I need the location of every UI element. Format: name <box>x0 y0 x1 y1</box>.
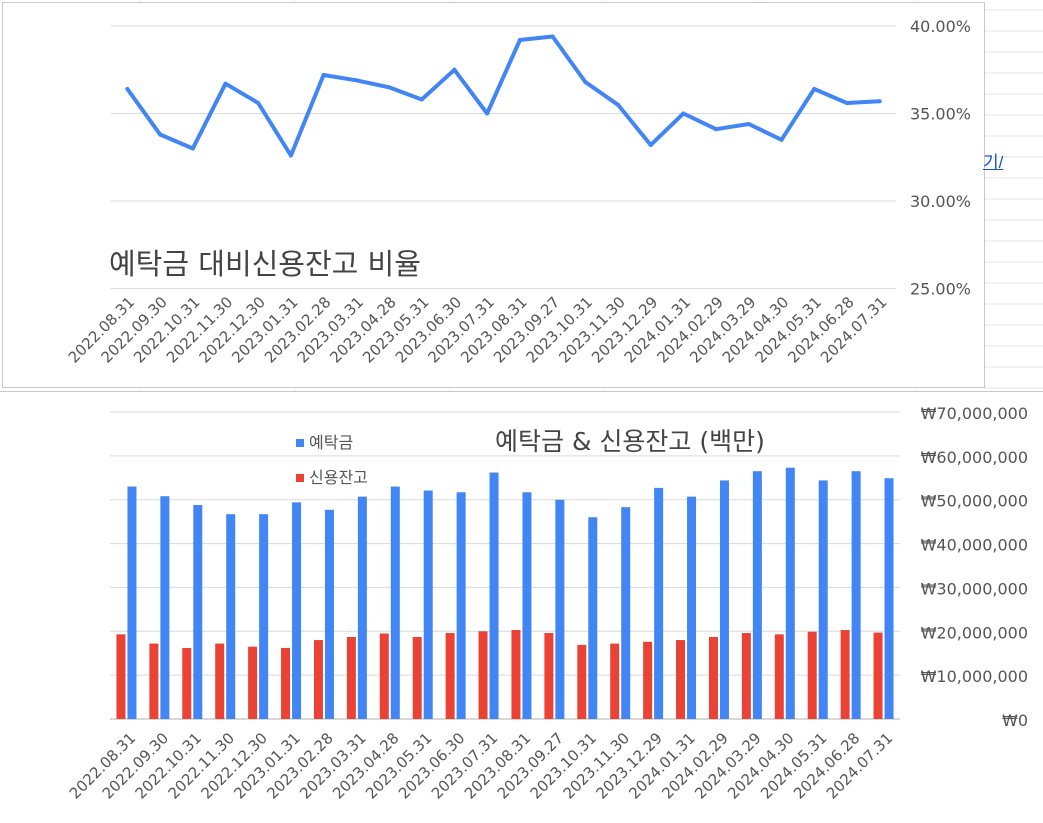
y-tick-label: ₩30,000,000 <box>921 579 1028 598</box>
credit-bar <box>248 646 258 719</box>
data-point <box>452 67 457 72</box>
y-tick-label: 30.00% <box>910 192 971 211</box>
data-point <box>550 34 555 39</box>
ratio-line-chart-svg: 40.00%35.00%30.00%25.00%예탁금 대비신용잔고 비율202… <box>65 17 971 367</box>
cell-hyperlink-fragment[interactable]: 기/ <box>983 153 1004 172</box>
deposit-bar <box>160 496 170 719</box>
deposit-bar <box>621 507 631 719</box>
data-point <box>779 137 784 142</box>
y-tick-label: ₩20,000,000 <box>921 623 1028 642</box>
deposit-bar <box>851 471 861 719</box>
chart-title: 예탁금 & 신용잔고 (백만) <box>495 427 765 456</box>
credit-bar <box>379 633 389 719</box>
credit-bar <box>643 641 653 719</box>
legend-swatch-deposit <box>296 439 304 447</box>
credit-bar <box>478 631 488 719</box>
data-point <box>223 81 228 86</box>
y-tick-label: 35.00% <box>910 105 971 124</box>
deposit-bar <box>423 490 433 719</box>
y-tick-label: ₩50,000,000 <box>921 492 1028 511</box>
data-point <box>812 87 817 91</box>
credit-bar <box>610 643 620 719</box>
credit-bar <box>741 633 751 719</box>
deposit-bar <box>687 496 697 719</box>
data-point <box>517 38 522 42</box>
y-tick-label: ₩0 <box>1002 711 1028 730</box>
legend-label-deposit: 예탁금 <box>309 433 353 452</box>
credit-bar <box>807 631 817 719</box>
credit-bar <box>445 633 455 719</box>
deposit-bar <box>259 514 269 719</box>
credit-bar <box>182 647 192 719</box>
deposit-bar <box>522 492 532 719</box>
deposit-bar <box>588 517 598 719</box>
credit-bar <box>873 632 883 719</box>
deposit-bar <box>324 509 334 719</box>
data-point <box>648 143 653 147</box>
y-tick-label: ₩70,000,000 <box>921 404 1028 423</box>
credit-bar <box>215 643 225 719</box>
deposit-bar <box>555 499 565 719</box>
chart-title: 예탁금 대비신용잔고 비율 <box>109 247 421 281</box>
legend-label-credit: 신용잔고 <box>309 468 368 487</box>
deposit-bar <box>390 486 400 719</box>
data-point <box>419 97 424 102</box>
data-point <box>844 101 849 105</box>
deposit-bar <box>719 480 729 719</box>
deposit-bar <box>456 492 466 719</box>
data-point <box>746 122 751 126</box>
y-tick-label: 40.00% <box>910 17 971 36</box>
y-tick-label: ₩60,000,000 <box>921 448 1028 467</box>
credit-bar <box>577 644 587 719</box>
credit-bar <box>511 629 521 719</box>
deposit-bar <box>127 486 137 719</box>
data-point <box>485 111 490 116</box>
legend-swatch-credit <box>296 474 304 482</box>
credit-bar <box>774 634 784 719</box>
y-tick-label: ₩10,000,000 <box>921 667 1028 686</box>
data-point <box>681 111 686 116</box>
data-point <box>714 127 719 132</box>
data-point <box>583 80 588 84</box>
data-point <box>877 99 882 104</box>
credit-bar <box>676 640 686 719</box>
deposit-bar <box>818 480 828 719</box>
deposit-bar <box>489 472 499 719</box>
credit-bar <box>412 636 422 719</box>
credit-bar <box>840 629 850 719</box>
data-point <box>321 73 326 77</box>
deposit-bar <box>292 502 302 719</box>
credit-bar <box>708 636 718 719</box>
data-point <box>190 146 195 151</box>
ratio-line-chart[interactable]: 40.00% 35.00% 30.00% 25.00% 예탁금 대비신용잔고 비율 202… <box>2 2 985 388</box>
data-point <box>615 102 620 107</box>
credit-bar <box>544 633 554 719</box>
deposit-bar <box>785 467 795 719</box>
deposit-bar <box>752 471 762 719</box>
credit-bar <box>313 640 323 719</box>
credit-bar <box>281 647 291 719</box>
data-point <box>354 78 359 83</box>
credit-bar <box>116 634 126 719</box>
ratio-series-line <box>125 34 882 158</box>
y-tick-label: 25.00% <box>910 280 971 299</box>
y-tick-label: ₩40,000,000 <box>921 536 1028 555</box>
deposit-bar <box>357 496 367 719</box>
data-point <box>125 87 130 91</box>
data-point <box>288 153 293 158</box>
deposit-bar <box>193 504 203 719</box>
deposit-bar <box>884 478 894 719</box>
deposit-credit-bar-chart-svg: ₩70,000,000 ₩60,000,000 ₩50,000,000 ₩40,000… <box>66 404 1028 803</box>
deposit-credit-bar-chart[interactable]: ₩70,000,000 ₩60,000,000 ₩50,000,000 ₩40,000… <box>0 391 1043 822</box>
credit-bar <box>149 643 159 719</box>
data-point <box>158 132 163 137</box>
deposit-bar <box>654 487 664 719</box>
credit-bar <box>346 636 356 719</box>
data-point <box>256 101 261 105</box>
deposit-bar <box>226 514 236 719</box>
data-point <box>387 85 392 90</box>
